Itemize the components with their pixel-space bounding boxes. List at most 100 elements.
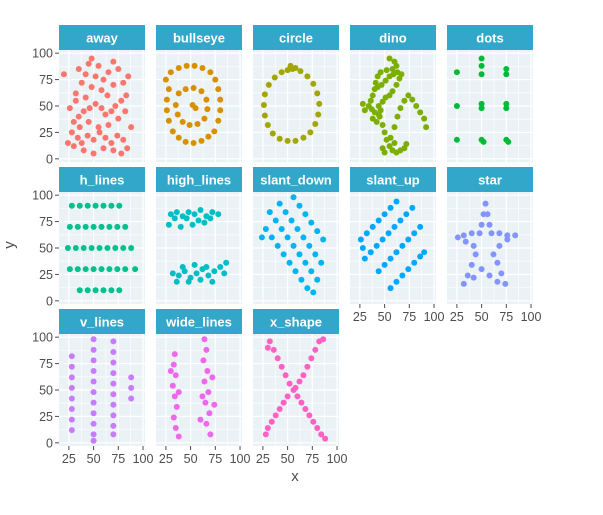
y-tick-label: 0 — [46, 152, 53, 166]
point-slant_up — [387, 255, 394, 262]
point-slant_down — [290, 242, 297, 249]
y-tick-label: 25 — [39, 268, 53, 282]
point-dino — [397, 105, 404, 112]
point-slant_up — [399, 272, 406, 279]
x-tick-label: 100 — [133, 452, 154, 466]
point-away — [80, 108, 87, 115]
point-x_shape — [310, 418, 317, 425]
x-tick-label: 25 — [159, 452, 173, 466]
point-dino — [374, 83, 381, 90]
strip-label-bullseye: bullseye — [173, 31, 225, 46]
point-circle — [271, 74, 278, 81]
x-tick-label: 100 — [521, 310, 542, 324]
point-dino — [376, 113, 383, 120]
point-slant_up — [421, 249, 428, 256]
strip-label-dots: dots — [476, 31, 503, 46]
point-dino — [405, 92, 412, 99]
point-x_shape — [322, 435, 329, 442]
point-star — [476, 230, 483, 237]
point-slant_down — [282, 209, 289, 216]
point-high_lines — [171, 215, 178, 222]
point-h_lines — [76, 202, 83, 209]
point-dino — [386, 73, 393, 80]
point-dino — [382, 77, 389, 84]
point-bullseye — [175, 64, 182, 71]
point-away — [104, 92, 111, 99]
point-bullseye — [190, 85, 197, 92]
point-slant_down — [274, 242, 281, 249]
point-away — [78, 139, 85, 146]
point-wide_lines — [172, 372, 179, 379]
x-tick-label: 50 — [378, 310, 392, 324]
point-slant_up — [367, 249, 374, 256]
point-slant_down — [318, 259, 325, 266]
point-h_lines — [114, 223, 121, 230]
point-dino — [379, 122, 386, 129]
point-dino — [401, 97, 408, 104]
point-away — [96, 129, 103, 136]
point-dots — [478, 105, 485, 112]
point-h_lines — [104, 245, 111, 251]
point-away — [82, 94, 89, 101]
point-wide_lines — [167, 367, 174, 374]
point-star — [504, 232, 511, 239]
point-dino — [393, 81, 400, 88]
point-v_lines — [110, 338, 117, 345]
point-dots — [478, 100, 485, 107]
point-bullseye — [162, 76, 169, 83]
point-wide_lines — [170, 361, 177, 368]
point-dots — [453, 136, 460, 143]
point-v_lines — [90, 378, 97, 385]
point-bullseye — [212, 76, 219, 83]
point-slant_up — [397, 217, 404, 224]
strip-x_shape — [253, 309, 339, 334]
point-high_lines — [177, 223, 184, 230]
point-high_lines — [189, 221, 196, 228]
x-tick-label: 25 — [62, 452, 76, 466]
point-away — [88, 55, 95, 62]
point-slant_down — [278, 225, 285, 232]
point-away — [64, 139, 71, 146]
point-h_lines — [106, 223, 113, 230]
point-bullseye — [192, 105, 199, 112]
y-tick-label: 75 — [39, 357, 53, 371]
x-tick-label: 75 — [111, 452, 125, 466]
point-h_lines — [92, 287, 99, 294]
point-wide_lines — [205, 389, 212, 396]
panel-away: away 0 25 50 75 100 — [32, 25, 145, 166]
point-x_shape — [264, 344, 271, 351]
point-bullseye — [167, 69, 174, 76]
point-dots — [503, 71, 510, 78]
point-v_lines — [128, 374, 135, 381]
point-away — [72, 90, 79, 97]
point-away — [80, 147, 87, 154]
point-circle — [314, 90, 321, 97]
point-h_lines — [88, 245, 95, 251]
x-axis-title: x — [291, 468, 299, 485]
point-wide_lines — [199, 393, 206, 400]
point-x_shape — [312, 346, 319, 353]
panel-dino: dino — [350, 25, 436, 162]
point-circle — [269, 130, 276, 137]
point-away — [74, 134, 81, 141]
point-away — [78, 79, 85, 86]
point-dino — [369, 115, 376, 122]
point-away — [98, 87, 105, 94]
point-v_lines — [90, 389, 97, 396]
point-h_lines — [114, 266, 121, 273]
point-slant_down — [284, 234, 291, 241]
point-slant_up — [417, 223, 424, 230]
point-away — [70, 118, 77, 125]
point-slant_up — [369, 223, 376, 230]
point-bullseye — [215, 86, 222, 93]
y-tick-label: 0 — [46, 436, 53, 450]
point-slant_down — [312, 251, 319, 258]
point-away — [123, 92, 130, 99]
strip-wide_lines — [156, 309, 242, 334]
point-away — [102, 111, 109, 118]
point-x_shape — [282, 372, 289, 379]
y-tick-label: 25 — [39, 126, 53, 140]
point-high_lines — [221, 270, 228, 277]
x-tick-label: 50 — [475, 310, 489, 324]
y-tick-label: 100 — [32, 47, 53, 61]
